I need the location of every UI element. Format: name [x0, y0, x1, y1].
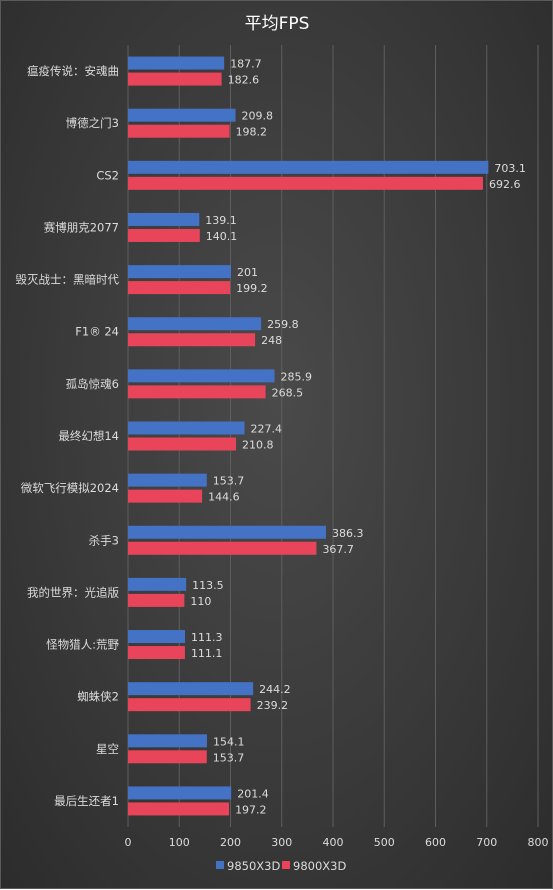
x-tick-label: 200 — [220, 836, 241, 849]
data-label: 111.3 — [191, 631, 223, 644]
bar-9850X3D — [128, 160, 489, 174]
category-label: F1® 24 — [75, 325, 119, 339]
gridlines — [127, 45, 539, 827]
x-tick-label: 800 — [528, 836, 549, 849]
bar-9800X3D — [128, 698, 251, 712]
data-label: 139.1 — [205, 214, 237, 227]
x-tick-label: 500 — [374, 836, 395, 849]
data-label: 153.7 — [213, 475, 245, 488]
legend-label: 9800X3D — [293, 859, 346, 873]
bar-9800X3D — [128, 124, 230, 138]
bar-9850X3D — [128, 369, 275, 383]
bar-9800X3D — [128, 437, 237, 451]
x-tick-label: 0 — [125, 836, 132, 849]
bar-9800X3D — [128, 489, 203, 503]
data-label: 285.9 — [281, 370, 313, 383]
data-label: 244.2 — [259, 683, 291, 696]
category-label: 怪物猎人:荒野 — [46, 638, 119, 652]
category-label: 赛博朋克2077 — [44, 220, 119, 234]
data-label: 144.6 — [208, 491, 240, 504]
data-label: 239.2 — [257, 699, 289, 712]
category-label: 最终幻想14 — [58, 429, 119, 443]
category-label: 杀手3 — [89, 533, 119, 547]
bar-9800X3D — [128, 281, 231, 295]
data-label: 248 — [261, 334, 282, 347]
data-label: 201 — [237, 266, 258, 279]
data-label: 199.2 — [236, 282, 268, 295]
bar-9850X3D — [128, 421, 245, 435]
legend-swatch-9800X3D — [282, 861, 290, 869]
category-label: 我的世界：光追版 — [27, 585, 119, 599]
bar-9850X3D — [128, 212, 200, 226]
bar-9850X3D — [128, 265, 232, 279]
bar-9800X3D — [128, 593, 185, 607]
data-label: 259.8 — [267, 318, 299, 331]
bar-9850X3D — [128, 786, 232, 800]
category-label: 星空 — [96, 742, 119, 756]
x-axis: 0 100 200 300 400 500 600 700 800 — [125, 836, 549, 849]
bar-9850X3D — [128, 577, 187, 591]
bar-9850X3D — [128, 108, 236, 122]
data-label: 692.6 — [489, 178, 521, 191]
bar-9800X3D — [128, 541, 317, 555]
bar-9850X3D — [128, 734, 207, 748]
data-label: 367.7 — [322, 543, 354, 556]
data-label: 227.4 — [251, 423, 282, 436]
bar-9800X3D — [128, 228, 200, 242]
bar-9850X3D — [128, 630, 186, 644]
data-label: 153.7 — [213, 751, 245, 764]
chart-title: 平均FPS — [245, 14, 310, 34]
legend: 9850X3D 9800X3D — [216, 859, 346, 873]
legend-swatch-9850X3D — [216, 861, 224, 869]
x-tick-label: 400 — [323, 836, 344, 849]
bar-9850X3D — [128, 682, 254, 696]
x-tick-label: 300 — [271, 836, 292, 849]
category-label: 微软飞行模拟2024 — [21, 481, 119, 495]
data-label: 154.1 — [213, 735, 245, 748]
data-label: 182.6 — [228, 74, 260, 87]
bar-9800X3D — [128, 750, 207, 764]
category-label: 毁灭战士：黑暗时代 — [16, 273, 120, 287]
bar-9800X3D — [128, 385, 266, 399]
data-label: 703.1 — [494, 162, 526, 175]
category-label: 最后生还者1 — [54, 794, 119, 808]
x-tick-label: 700 — [476, 836, 497, 849]
bar-9850X3D — [128, 317, 262, 331]
category-label: 蜘蛛侠2 — [77, 690, 119, 704]
labels: 瘟疫传说：安魂曲 187.7 182.6 博德之门3 209.8 198.2 CS2 703.… — [16, 58, 526, 817]
data-label: 386.3 — [332, 527, 364, 540]
category-label: CS2 — [96, 168, 119, 182]
bar-9850X3D — [128, 56, 225, 70]
bar-9850X3D — [128, 525, 326, 539]
data-label: 268.5 — [272, 386, 304, 399]
data-label: 113.5 — [192, 579, 224, 592]
data-label: 201.4 — [237, 787, 269, 800]
bars — [128, 56, 489, 816]
data-label: 197.2 — [235, 803, 267, 816]
bar-9850X3D — [128, 473, 207, 487]
legend-label: 9850X3D — [227, 859, 280, 873]
bar-9800X3D — [128, 646, 185, 660]
data-label: 110 — [190, 595, 211, 608]
x-tick-label: 100 — [169, 836, 190, 849]
data-label: 140.1 — [206, 230, 238, 243]
category-label: 孤岛惊魂6 — [66, 377, 119, 391]
data-label: 198.2 — [236, 126, 268, 139]
data-label: 111.1 — [191, 647, 223, 660]
data-label: 187.7 — [230, 58, 261, 71]
bar-9800X3D — [128, 802, 230, 816]
bar-9800X3D — [128, 333, 256, 347]
bar-9800X3D — [128, 72, 222, 86]
x-tick-label: 600 — [425, 836, 446, 849]
category-label: 博德之门3 — [66, 116, 119, 130]
data-label: 210.8 — [242, 439, 274, 452]
bar-9800X3D — [128, 176, 483, 190]
data-label: 209.8 — [242, 110, 274, 123]
category-label: 瘟疫传说：安魂曲 — [27, 64, 119, 78]
